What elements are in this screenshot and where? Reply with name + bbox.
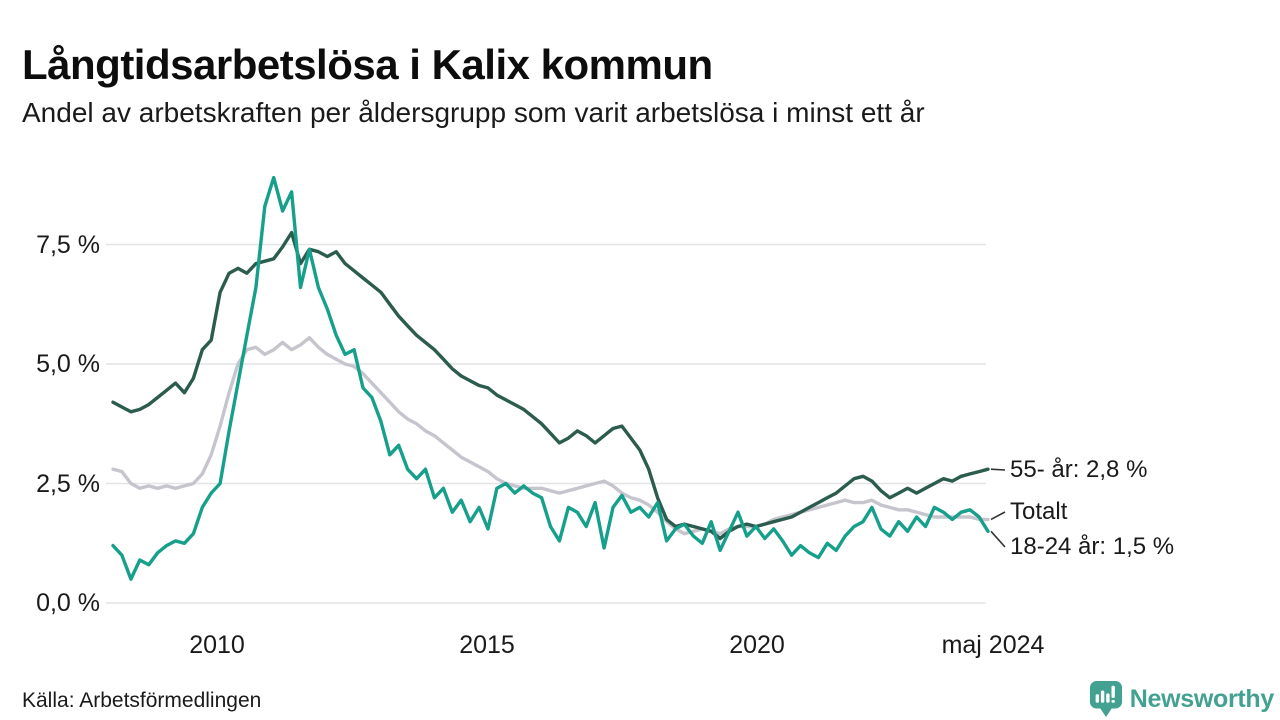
- chart-subtitle: Andel av arbetskraften per åldersgrupp s…: [22, 97, 925, 128]
- y-tick-label: 0,0 %: [36, 589, 100, 617]
- x-tick-label: 2010: [189, 631, 245, 659]
- y-tick-label: 7,5 %: [36, 230, 100, 259]
- newsworthy-bubble-chart-icon: [1089, 681, 1122, 717]
- x-tick-label: 2015: [459, 631, 515, 659]
- y-tick-label: 2,5 %: [36, 469, 100, 498]
- series-end-label-55-r: 55- år: 2,8 %: [1010, 456, 1148, 483]
- newsworthy-logo: Newsworthy: [1089, 680, 1274, 718]
- series-line-totalt: [111, 336, 990, 536]
- series-line-55-r: [111, 230, 990, 541]
- series-end-label-totalt: Totalt: [1010, 498, 1068, 525]
- series-end-label-18-24-r: 18-24 år: 1,5 %: [1010, 533, 1175, 560]
- x-tick-label: 2020: [729, 631, 785, 659]
- label-leader-line: [990, 468, 1006, 471]
- newsworthy-wordmark: Newsworthy: [1129, 684, 1275, 713]
- y-tick-label: 5,0 %: [36, 350, 100, 378]
- source-note: Källa: Arbetsförmedlingen: [22, 689, 262, 712]
- x-tick-label: maj 2024: [941, 631, 1045, 659]
- chart-title: Långtidsarbetslösa i Kalix kommun: [22, 41, 713, 89]
- series-line-18-24-r: [111, 175, 990, 581]
- label-leader-line: [990, 511, 1006, 521]
- label-leader-line: [990, 530, 1006, 548]
